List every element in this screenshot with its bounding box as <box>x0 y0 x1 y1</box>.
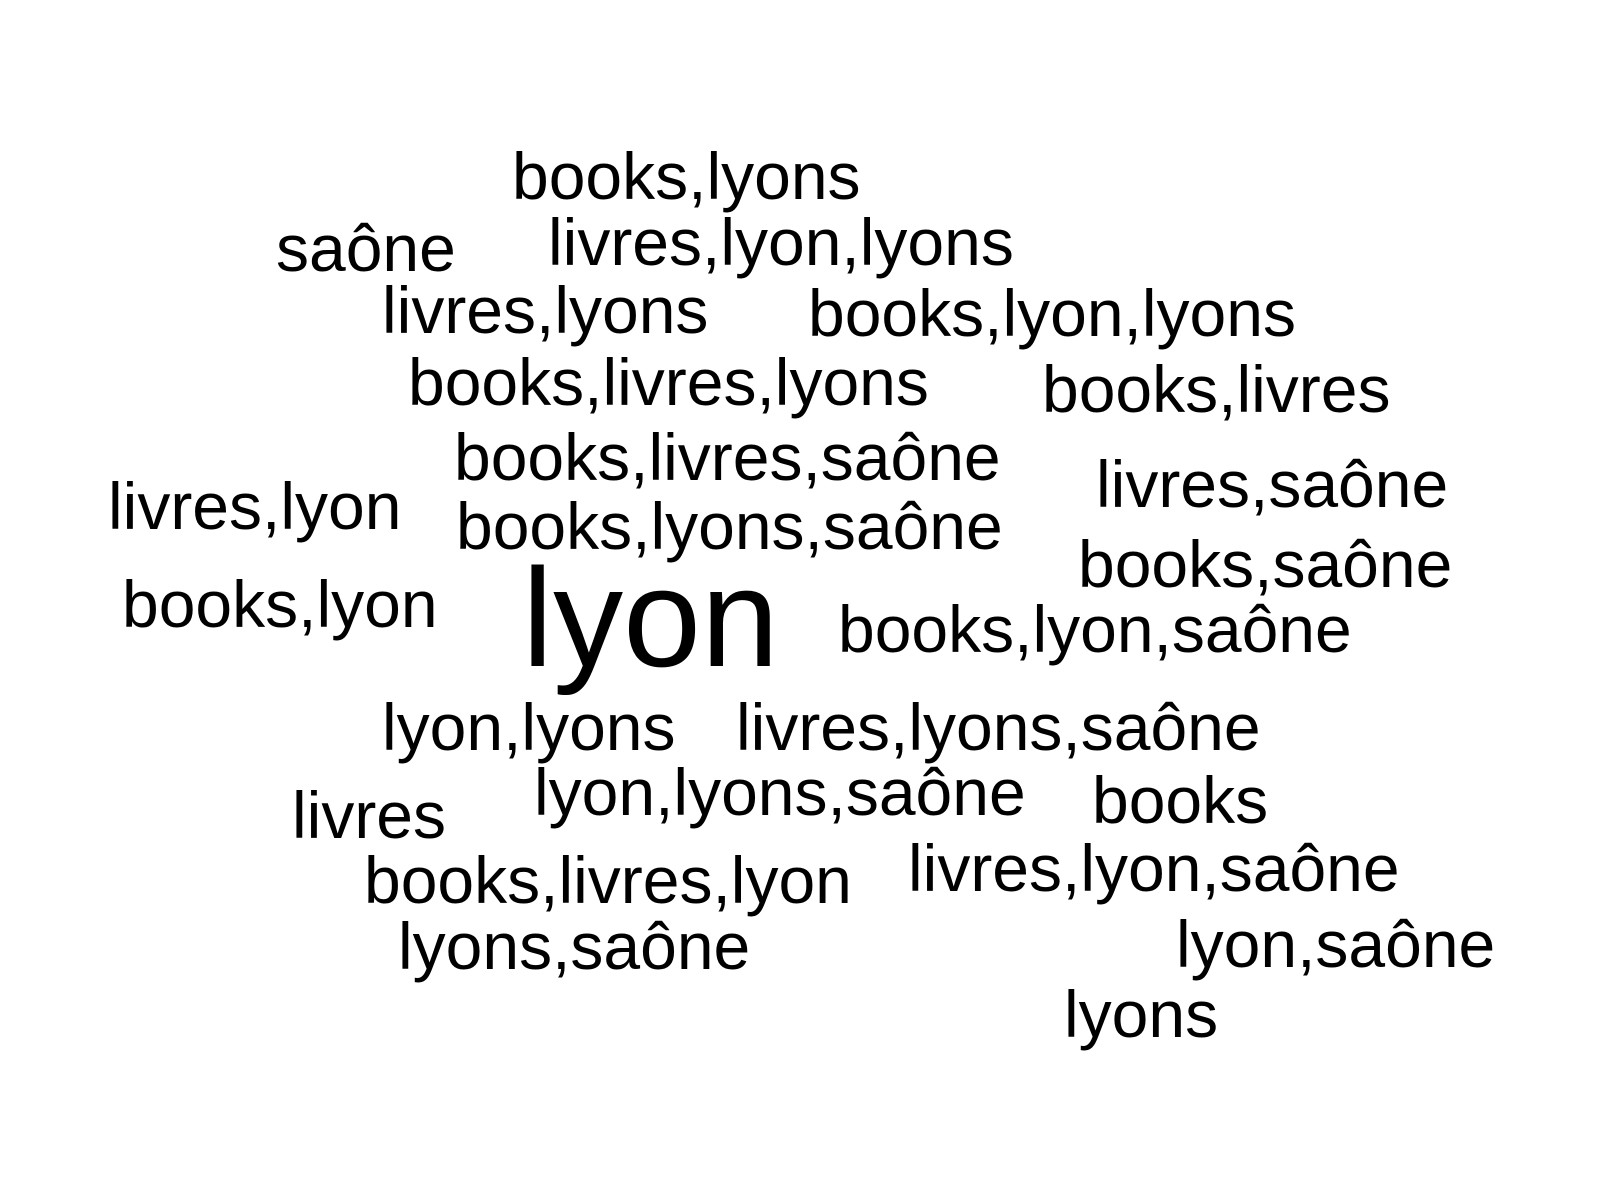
word-books-livres-lyons: books,livres,lyons <box>408 345 929 419</box>
word-livres-saone: livres,saône <box>1096 447 1449 521</box>
word-lyon: lyon <box>522 539 779 696</box>
word-livres-lyon-lyons: livres,lyon,lyons <box>548 205 1014 279</box>
word-livres-lyon: livres,lyon <box>108 469 402 543</box>
word-lyon-lyons-saone: lyon,lyons,saône <box>534 755 1026 829</box>
word-books: books <box>1092 763 1269 837</box>
word-lyons-saone: lyons,saône <box>398 909 751 983</box>
word-livres-lyons: livres,lyons <box>382 273 709 347</box>
word-books-saone: books,saône <box>1078 527 1453 601</box>
word-books-lyons: books,lyons <box>512 139 861 213</box>
word-books-lyons-saone: books,lyons,saône <box>456 489 1003 563</box>
word-books-livres: books,livres <box>1042 352 1391 426</box>
word-books-livres-saone: books,livres,saône <box>454 420 1001 494</box>
word-livres-lyons-saone: livres,lyons,saône <box>736 690 1261 764</box>
word-lyon-saone: lyon,saône <box>1176 907 1496 981</box>
word-books-lyon-lyons: books,lyon,lyons <box>808 276 1296 350</box>
word-lyon-lyons: lyon,lyons <box>382 690 676 764</box>
word-livres: livres <box>292 778 447 852</box>
word-lyons: lyons <box>1064 977 1219 1051</box>
word-livres-lyon-saone: livres,lyon,saône <box>908 831 1400 905</box>
word-books-lyon: books,lyon <box>122 567 438 641</box>
word-books-livres-lyon: books,livres,lyon <box>364 843 852 917</box>
word-books-lyon-saone: books,lyon,saône <box>838 592 1352 666</box>
word-saone: saône <box>276 211 456 285</box>
